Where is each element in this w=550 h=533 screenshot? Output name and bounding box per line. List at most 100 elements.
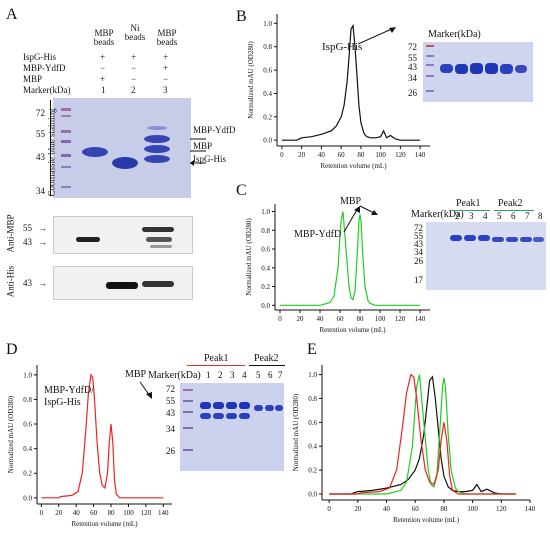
gel-band-lane2 bbox=[112, 157, 138, 169]
x-tick-label: 80 bbox=[357, 315, 365, 323]
col-head-1: MBP beads bbox=[93, 28, 115, 47]
d-marker-72: 72 bbox=[166, 384, 175, 394]
b-marker-26: 26 bbox=[408, 88, 417, 98]
row-ydfd-v2: − bbox=[131, 63, 137, 73]
b-marker-34: 34 bbox=[408, 73, 417, 83]
gel-ladder-band bbox=[426, 90, 434, 92]
x-tick-label: 40 bbox=[317, 315, 325, 323]
gel-band bbox=[254, 405, 263, 411]
x-tick-label: 20 bbox=[55, 509, 63, 517]
cbb-marker-72: 72 bbox=[36, 108, 45, 118]
y-tick-label: 1.0 bbox=[308, 371, 317, 379]
d-lane-1: 1 bbox=[206, 370, 211, 380]
gel-ladder-band bbox=[183, 411, 193, 413]
x-tick-label: 40 bbox=[383, 505, 391, 513]
gel-band bbox=[515, 65, 527, 73]
x-tick-label: 20 bbox=[354, 505, 362, 513]
wb-band bbox=[142, 281, 174, 287]
y-tick-label: 0.4 bbox=[263, 90, 272, 98]
d-lane-4: 4 bbox=[242, 370, 247, 380]
x-tick-label: 100 bbox=[123, 509, 134, 517]
c-marker-34: 34 bbox=[414, 247, 423, 257]
gel-ladder-band bbox=[183, 427, 193, 429]
panel-b-label: B bbox=[236, 8, 247, 25]
panel-d-label: D bbox=[6, 341, 18, 358]
gel-band bbox=[265, 405, 274, 411]
x-tick-label: 140 bbox=[415, 315, 426, 323]
gel-band bbox=[200, 413, 211, 419]
c-peak1-bar bbox=[452, 210, 490, 211]
x-tick-label: 80 bbox=[108, 509, 116, 517]
row-mbp-v2: − bbox=[131, 74, 137, 84]
x-tick-label: 0 bbox=[278, 315, 282, 323]
coomassie-gel bbox=[53, 98, 191, 198]
row-mbp-v3: − bbox=[163, 74, 169, 84]
c-marker-header: Marker(kDa) bbox=[411, 209, 464, 220]
annotation-complex-1: MBP-YdfD/ bbox=[44, 385, 95, 396]
d-lane-7: 7 bbox=[278, 370, 283, 380]
c-peak2: Peak2 bbox=[498, 198, 523, 209]
y-tick-label: 0.8 bbox=[263, 43, 272, 51]
band-arrows bbox=[190, 138, 206, 166]
wb1-marker-43: 43 bbox=[23, 237, 32, 247]
y-tick-label: 0.4 bbox=[23, 445, 32, 453]
row-ispg-v1: + bbox=[100, 52, 106, 62]
series-line-1 bbox=[281, 23, 421, 141]
gel-band bbox=[200, 402, 211, 409]
gel-ladder-band bbox=[61, 166, 71, 168]
gel-ladder-band bbox=[426, 75, 434, 77]
gel-ladder-band bbox=[61, 140, 71, 143]
c-marker-72: 72 bbox=[414, 223, 423, 233]
lane-1: 1 bbox=[101, 85, 106, 95]
row-mbp-v1: + bbox=[100, 74, 106, 84]
d-lane-2: 2 bbox=[218, 370, 223, 380]
x-tick-label: 60 bbox=[90, 509, 98, 517]
lane-3: 3 bbox=[163, 85, 168, 95]
x-tick-label: 0 bbox=[280, 151, 284, 159]
panel-b: B 0 20 40 60 80 100 120 140 0.0 0.2 0.4 0.6 0.8 1.0 Re… bbox=[230, 0, 550, 175]
band-label-mbp-ydfd: MBP-YdfD bbox=[193, 125, 236, 135]
d-marker-26: 26 bbox=[166, 446, 175, 456]
series-line-1 bbox=[329, 375, 516, 495]
x-tick-label: 100 bbox=[375, 315, 386, 323]
y-tick-label: 1.0 bbox=[261, 208, 270, 216]
series-line-1 bbox=[280, 211, 420, 306]
gel-band bbox=[226, 413, 237, 419]
gel-band bbox=[239, 402, 250, 409]
c-lane-7: 7 bbox=[525, 211, 530, 221]
c-marker-26: 26 bbox=[414, 256, 423, 266]
y-tick-label: 0.0 bbox=[263, 137, 272, 145]
d-marker-43: 43 bbox=[166, 408, 175, 418]
annotation-mbp-ydfd: MBP-YdfD bbox=[294, 229, 342, 240]
c-peak2-bar bbox=[494, 210, 534, 211]
y-axis-label: Normalized mAU (OD280) bbox=[247, 41, 255, 119]
c-gel bbox=[426, 222, 546, 290]
chart-b: 0 20 40 60 80 100 120 140 0.0 0.2 0.4 0.6 0.8 1.0 Rete… bbox=[247, 14, 430, 170]
series-line-3 bbox=[329, 373, 516, 495]
annotation-complex-2: IspG-His bbox=[44, 397, 81, 408]
d-peak2: Peak2 bbox=[254, 353, 279, 364]
c-marker-55: 55 bbox=[414, 231, 423, 241]
gel-ladder-band bbox=[61, 108, 71, 111]
gel-band bbox=[506, 237, 518, 242]
row-ispg-label: IspG-His bbox=[23, 52, 56, 62]
wb-band bbox=[146, 237, 172, 242]
gel-band bbox=[440, 64, 453, 73]
gel-ladder-band bbox=[426, 45, 434, 47]
wb1-marker-55: 55 bbox=[23, 223, 32, 233]
gel-band bbox=[239, 413, 250, 419]
y-tick-label: 0.0 bbox=[308, 491, 317, 499]
chart-c: 0 20 40 60 80 100 120 140 0.0 0.2 0.4 0.6 0.8 1.0 Rete… bbox=[245, 204, 430, 334]
row-ydfd-label: MBP-YdfD bbox=[23, 63, 66, 73]
anti-mbp-blot bbox=[53, 216, 193, 254]
y-axis-label: Normalized mAU (OD280) bbox=[245, 218, 253, 296]
panel-e: E 0 20 40 60 80 100 120 140 0.0 0.2 0.4 0.6 0.8 1.0 Re… bbox=[285, 340, 550, 533]
y-tick-label: 0.2 bbox=[308, 467, 317, 475]
wb2-arrow-43: → bbox=[38, 278, 47, 288]
cbb-marker-34: 34 bbox=[36, 186, 45, 196]
panel-a: A MBP beads Ni beads MBP beads IspG-His … bbox=[0, 0, 270, 300]
anti-mbp-label: Anti-MBP bbox=[5, 214, 16, 253]
wb-band bbox=[142, 227, 174, 232]
anti-his-label: Anti-His bbox=[5, 265, 16, 298]
d-lane-6: 6 bbox=[268, 370, 273, 380]
